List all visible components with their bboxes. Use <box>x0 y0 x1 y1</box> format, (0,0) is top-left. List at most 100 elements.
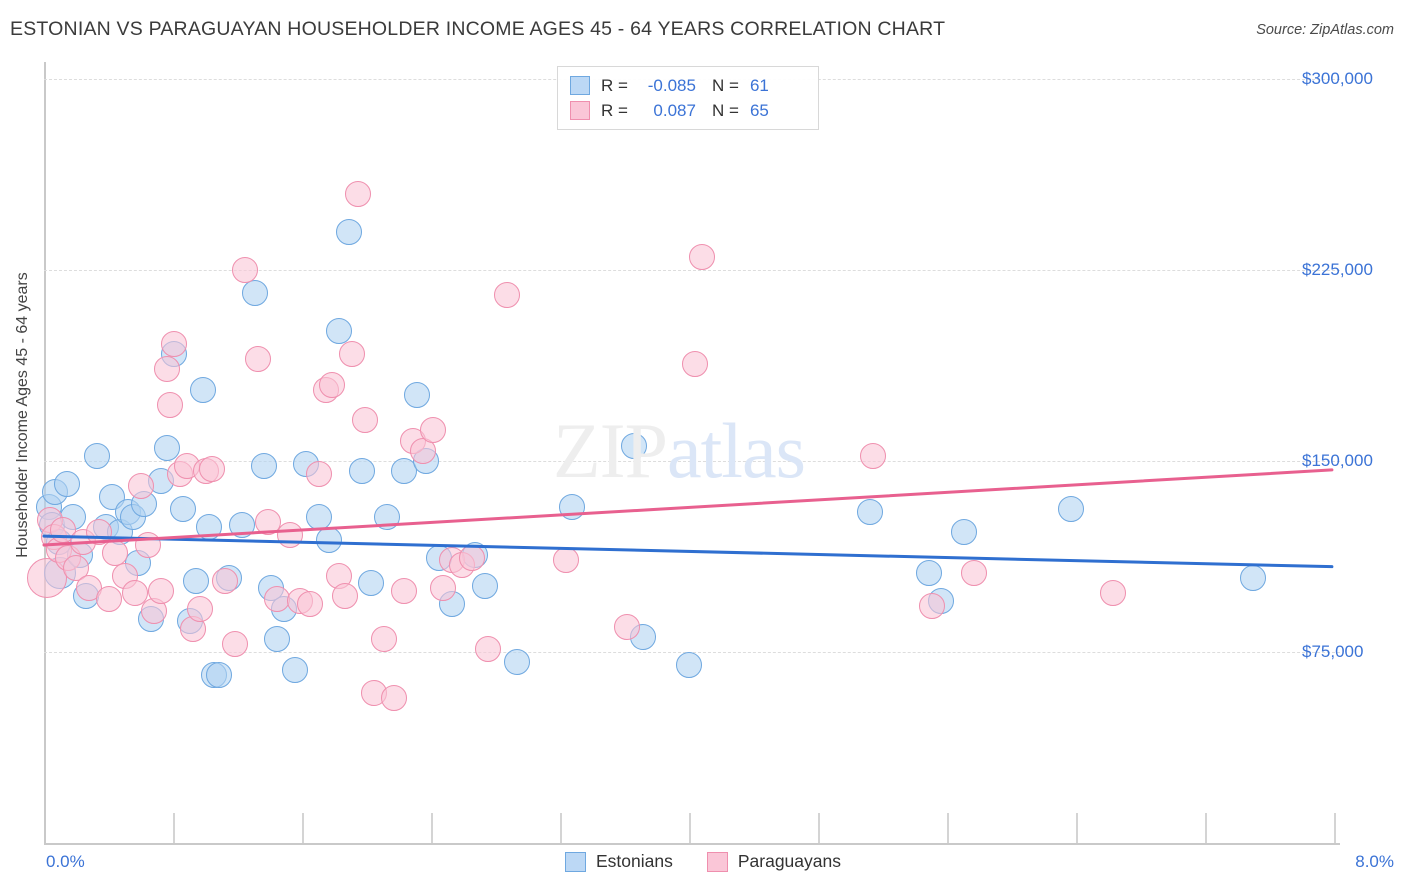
scatter-point-paraguayans[interactable] <box>390 577 417 604</box>
scatter-point-estonians[interactable] <box>335 218 362 245</box>
scatter-point-estonians[interactable] <box>170 496 197 523</box>
scatter-point-estonians[interactable] <box>620 432 647 459</box>
scatter-point-paraguayans[interactable] <box>277 521 304 548</box>
scatter-point-estonians[interactable] <box>915 560 942 587</box>
x-tick-7 <box>1076 813 1078 843</box>
scatter-point-paraguayans[interactable] <box>222 631 249 658</box>
scatter-point-paraguayans[interactable] <box>199 455 226 482</box>
y-tick-label-300000: $300,000 <box>1302 69 1373 88</box>
scatter-point-paraguayans[interactable] <box>960 560 987 587</box>
scatter-point-estonians[interactable] <box>251 453 278 480</box>
scatter-point-estonians[interactable] <box>264 626 291 653</box>
correlation-row-estonians: R = -0.085 N = 61 <box>570 73 808 98</box>
scatter-point-paraguayans[interactable] <box>95 585 122 612</box>
scatter-point-paraguayans[interactable] <box>552 547 579 574</box>
scatter-point-estonians[interactable] <box>857 498 884 525</box>
scatter-point-estonians[interactable] <box>189 376 216 403</box>
scatter-point-estonians[interactable] <box>1239 565 1266 592</box>
y-tick-label-225000: $225,000 <box>1302 260 1373 279</box>
scatter-point-paraguayans[interactable] <box>918 593 945 620</box>
scatter-point-estonians[interactable] <box>154 435 181 462</box>
scatter-point-paraguayans[interactable] <box>102 539 129 566</box>
x-tick-1 <box>302 813 304 843</box>
page-title: ESTONIAN VS PARAGUAYAN HOUSEHOLDER INCOM… <box>10 18 946 40</box>
scatter-point-estonians[interactable] <box>325 318 352 345</box>
scatter-point-estonians[interactable] <box>1058 496 1085 523</box>
scatter-point-paraguayans[interactable] <box>231 257 258 283</box>
n-label-paraguayans: N = <box>711 100 739 120</box>
x-tick-8 <box>1205 813 1207 843</box>
scatter-point-paraguayans[interactable] <box>264 585 291 612</box>
series-legend-item-estonians[interactable]: Estonians <box>565 851 673 872</box>
scatter-point-paraguayans[interactable] <box>296 590 323 617</box>
scatter-point-paraguayans[interactable] <box>147 577 174 604</box>
scatter-point-estonians[interactable] <box>241 279 268 306</box>
x-tick-3 <box>560 813 562 843</box>
scatter-point-paraguayans[interactable] <box>244 346 271 373</box>
scatter-point-paraguayans[interactable] <box>338 341 365 368</box>
scatter-point-estonians[interactable] <box>196 514 223 541</box>
scatter-point-paraguayans[interactable] <box>306 460 333 487</box>
scatter-point-estonians[interactable] <box>358 570 385 597</box>
scatter-point-paraguayans[interactable] <box>474 636 501 663</box>
scatter-point-estonians[interactable] <box>348 458 375 485</box>
y-axis-title: Householder Income Ages 45 - 64 years <box>14 272 31 558</box>
scatter-point-paraguayans[interactable] <box>614 613 641 640</box>
correlation-legend: R = -0.085 N = 61 R = 0.087 N = 65 <box>557 66 819 130</box>
scatter-point-estonians[interactable] <box>53 470 80 497</box>
scatter-point-estonians[interactable] <box>559 493 586 520</box>
scatter-point-paraguayans[interactable] <box>429 575 456 602</box>
scatter-point-paraguayans[interactable] <box>186 595 213 622</box>
x-tick-5 <box>818 813 820 843</box>
scatter-point-paraguayans[interactable] <box>345 180 372 207</box>
scatter-point-estonians[interactable] <box>504 649 531 676</box>
x-axis-line <box>44 843 1340 845</box>
scatter-point-paraguayans[interactable] <box>351 407 378 434</box>
scatter-point-estonians[interactable] <box>84 442 111 469</box>
scatter-point-paraguayans[interactable] <box>371 626 398 653</box>
scatter-point-paraguayans[interactable] <box>419 417 446 444</box>
series-swatch-estonians <box>565 851 586 872</box>
scatter-point-paraguayans[interactable] <box>688 244 715 271</box>
y-axis-line <box>44 62 46 844</box>
scatter-point-paraguayans[interactable] <box>332 582 359 609</box>
scatter-point-estonians[interactable] <box>471 572 498 599</box>
scatter-point-paraguayans[interactable] <box>154 356 181 383</box>
series-swatch-paraguayans <box>706 851 728 872</box>
scatter-point-paraguayans[interactable] <box>458 544 485 571</box>
scatter-point-estonians[interactable] <box>675 651 702 678</box>
r-value-estonians: -0.085 <box>647 75 696 95</box>
scatter-point-estonians[interactable] <box>205 661 232 688</box>
series-legend: Estonians Paraguayans <box>0 851 1406 872</box>
x-tick-4 <box>689 813 691 843</box>
x-tick-9 <box>1334 813 1336 843</box>
legend-swatch-estonians <box>570 76 590 95</box>
scatter-point-estonians[interactable] <box>403 381 430 408</box>
scatter-point-paraguayans[interactable] <box>1100 580 1127 607</box>
scatter-point-estonians[interactable] <box>183 567 210 594</box>
scatter-point-estonians[interactable] <box>951 519 978 546</box>
scatter-point-estonians[interactable] <box>228 511 255 538</box>
r-value-paraguayans: 0.087 <box>653 100 696 120</box>
scatter-point-paraguayans[interactable] <box>134 532 161 559</box>
series-label-estonians: Estonians <box>596 851 673 871</box>
gridline-225000 <box>44 270 1340 271</box>
series-legend-item-paraguayans[interactable]: Paraguayans <box>706 851 841 872</box>
n-label-estonians: N = <box>711 75 739 95</box>
scatter-point-paraguayans[interactable] <box>157 391 184 418</box>
scatter-point-paraguayans[interactable] <box>682 351 709 378</box>
scatter-point-estonians[interactable] <box>282 656 309 683</box>
scatter-point-paraguayans[interactable] <box>160 330 187 357</box>
x-tick-0 <box>173 813 175 843</box>
scatter-point-paraguayans[interactable] <box>319 371 346 398</box>
correlation-row-paraguayans: R = 0.087 N = 65 <box>570 98 808 123</box>
scatter-point-estonians[interactable] <box>316 526 343 553</box>
scatter-point-paraguayans[interactable] <box>860 442 887 469</box>
x-tick-2 <box>431 813 433 843</box>
scatter-point-paraguayans[interactable] <box>380 684 407 711</box>
scatter-point-paraguayans[interactable] <box>27 558 68 599</box>
scatter-point-estonians[interactable] <box>374 504 401 531</box>
scatter-point-paraguayans[interactable] <box>212 567 239 594</box>
plot-area <box>27 62 1340 843</box>
scatter-point-paraguayans[interactable] <box>494 282 521 309</box>
